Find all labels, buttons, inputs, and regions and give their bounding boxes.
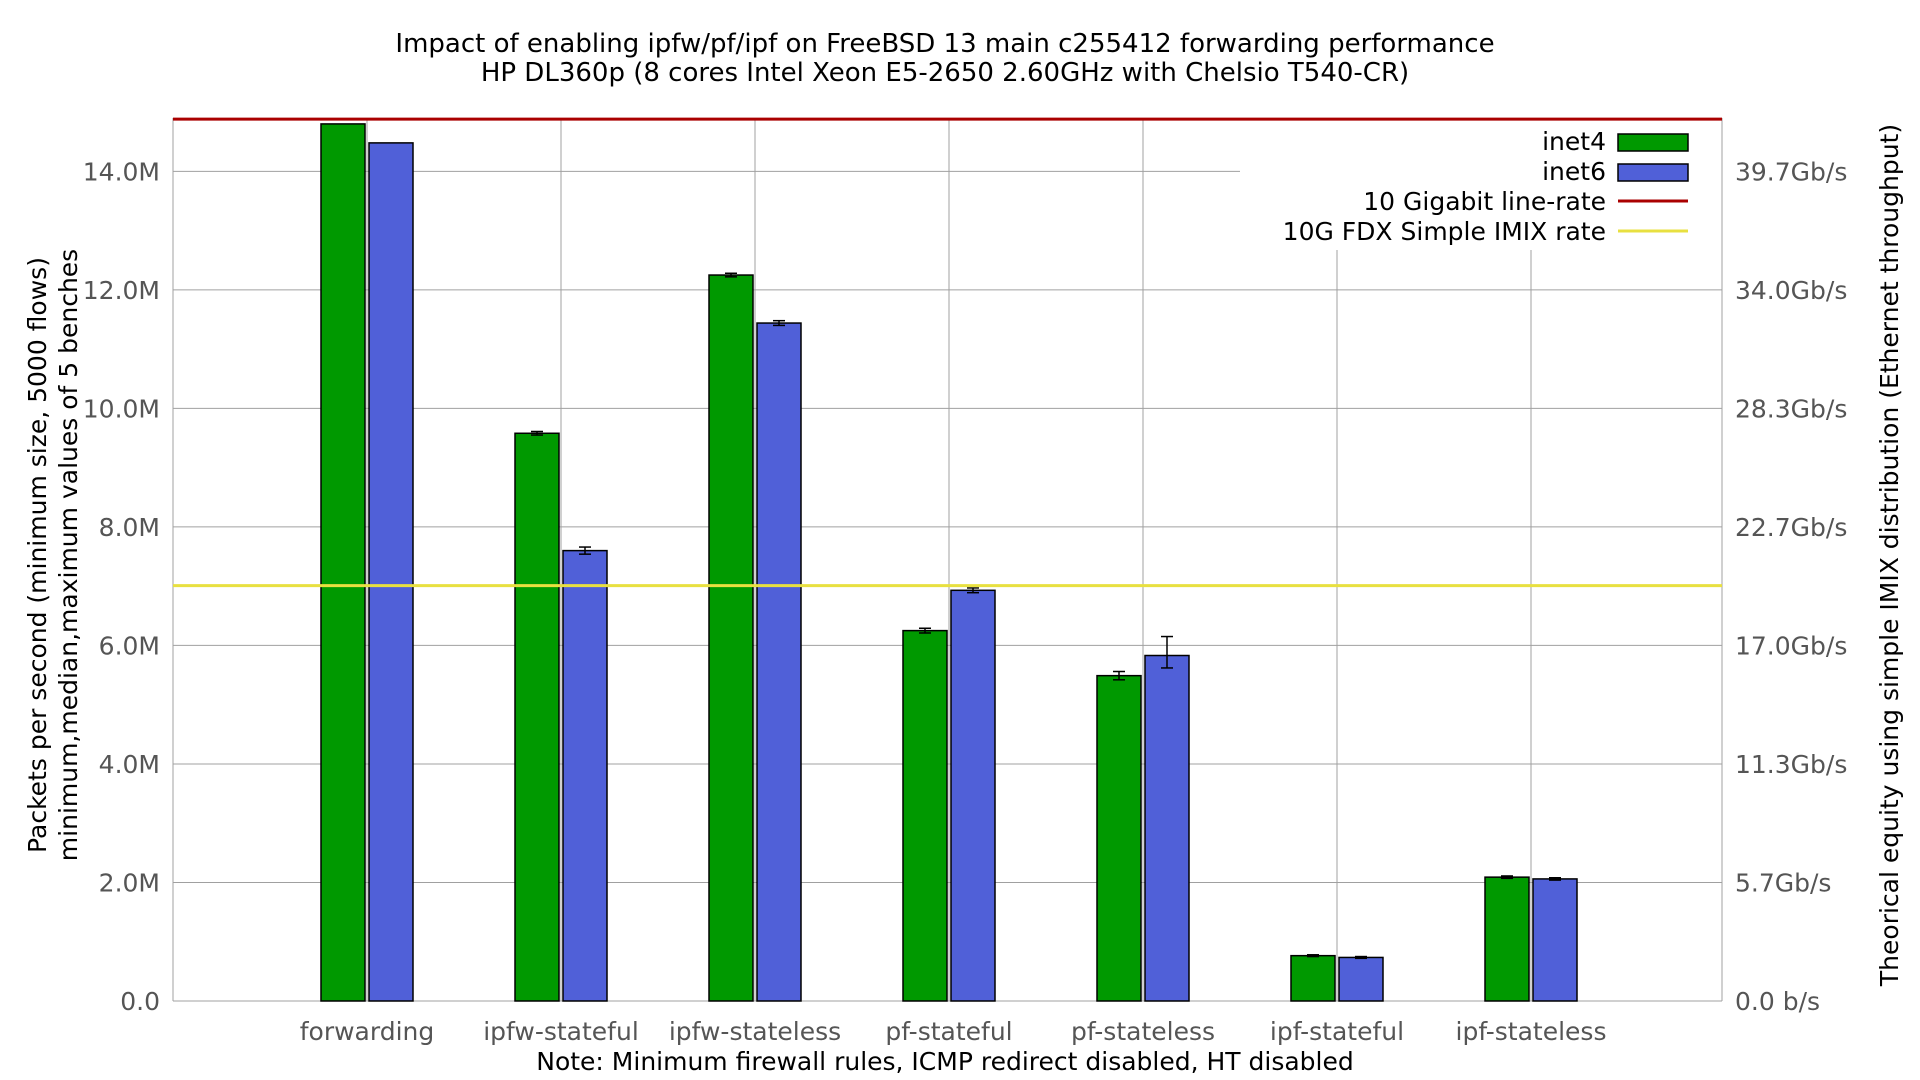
legend-entry-inet4: inet4 (1542, 127, 1689, 156)
bar-inet4-forwarding (320, 123, 366, 1002)
y-tick-label: 0.0 (120, 987, 160, 1016)
x-tick-label: ipf-stateful (1270, 1017, 1404, 1046)
bar-inet4-pf-stateless (1096, 674, 1142, 1002)
legend-label-inet6: inet6 (1542, 157, 1606, 186)
chart-subtitle: HP DL360p (8 cores Intel Xeon E5-2650 2.… (481, 58, 1409, 88)
reference-lines (173, 117, 1722, 588)
x-tick-label: ipfw-stateful (483, 1017, 639, 1046)
bar-inet6-ipf-stateful (1338, 956, 1384, 1002)
category-labels: forwarding ipfw-stateful ipfw-stateless pf-… (300, 1017, 1607, 1046)
y2-ticks: 0.0 b/s 5.7Gb/s 11.3Gb/s 17.0Gb/s 22.7Gb/s 28… (1735, 157, 1847, 1016)
legend-entry-line-rate: 10 Gigabit line-rate (1363, 187, 1688, 216)
x-tick-label: pf-stateless (1071, 1017, 1215, 1046)
error-bars (531, 272, 1561, 960)
x-tick-label: forwarding (300, 1017, 435, 1046)
y2-tick-label: 34.0Gb/s (1735, 276, 1847, 305)
bar-inet6-pf-stateless (1144, 654, 1190, 1002)
legend: inet4 inet6 10 Gigabit line-rate 10G FDX… (1283, 127, 1689, 246)
bar-inet6-ipfw-stateful (562, 549, 608, 1002)
x-axis-label: Note: Minimum firewall rules, ICMP redir… (536, 1047, 1354, 1076)
y2-tick-label: 28.3Gb/s (1735, 394, 1847, 423)
bar-inet6-pf-stateful (950, 589, 996, 1002)
x-tick-label: ipfw-stateless (669, 1017, 841, 1046)
y-ticks: 0.0 2.0M 4.0M 6.0M 8.0M 10.0M 12.0M 14.0M (83, 157, 160, 1016)
legend-entry-inet6: inet6 (1542, 157, 1689, 186)
legend-label-line-rate: 10 Gigabit line-rate (1363, 187, 1606, 216)
y-tick-label: 6.0M (99, 631, 160, 660)
bar-inet4-ipf-stateful (1290, 954, 1336, 1002)
bars (320, 123, 1578, 1002)
legend-label-imix-rate: 10G FDX Simple IMIX rate (1283, 217, 1606, 246)
y-tick-label: 12.0M (83, 276, 160, 305)
y2-tick-label: 22.7Gb/s (1735, 513, 1847, 542)
legend-entry-imix-rate: 10G FDX Simple IMIX rate (1283, 217, 1688, 246)
bar-inet6-ipfw-stateless (756, 322, 802, 1002)
y2-tick-label: 11.3Gb/s (1735, 750, 1847, 779)
y2-tick-label: 17.0Gb/s (1735, 631, 1847, 660)
bar-inet4-ipfw-stateless (708, 274, 754, 1002)
y-tick-label: 14.0M (83, 157, 160, 186)
y-axis-label: Packets per second (minimum size, 5000 f… (23, 257, 52, 853)
y-tick-label: 8.0M (99, 513, 160, 542)
bar-inet6-ipf-stateless (1532, 878, 1578, 1002)
y-tick-label: 10.0M (83, 394, 160, 423)
bar-inet4-ipf-stateless (1484, 876, 1530, 1002)
legend-swatch-inet6 (1617, 163, 1689, 182)
y2-axis-label: Theorical equity using simple IMIX distr… (1875, 124, 1904, 987)
y2-tick-label: 5.7Gb/s (1735, 868, 1831, 897)
bar-inet4-ipfw-stateful (514, 432, 560, 1002)
y2-tick-label: 39.7Gb/s (1735, 157, 1847, 186)
bar-inet6-forwarding (368, 142, 414, 1002)
y-tick-label: 2.0M (99, 868, 160, 897)
y-tick-label: 4.0M (99, 750, 160, 779)
legend-label-inet4: inet4 (1542, 127, 1606, 156)
x-tick-label: pf-stateful (885, 1017, 1012, 1046)
bar-inet4-pf-stateful (902, 629, 948, 1002)
chart-title: Impact of enabling ipfw/pf/ipf on FreeBS… (395, 29, 1494, 59)
y2-tick-label: 0.0 b/s (1735, 987, 1820, 1016)
x-tick-label: ipf-stateless (1456, 1017, 1607, 1046)
y-axis-label-secondary: minimum,median,maximum values of 5 bench… (54, 249, 83, 861)
legend-swatch-inet4 (1617, 133, 1689, 152)
